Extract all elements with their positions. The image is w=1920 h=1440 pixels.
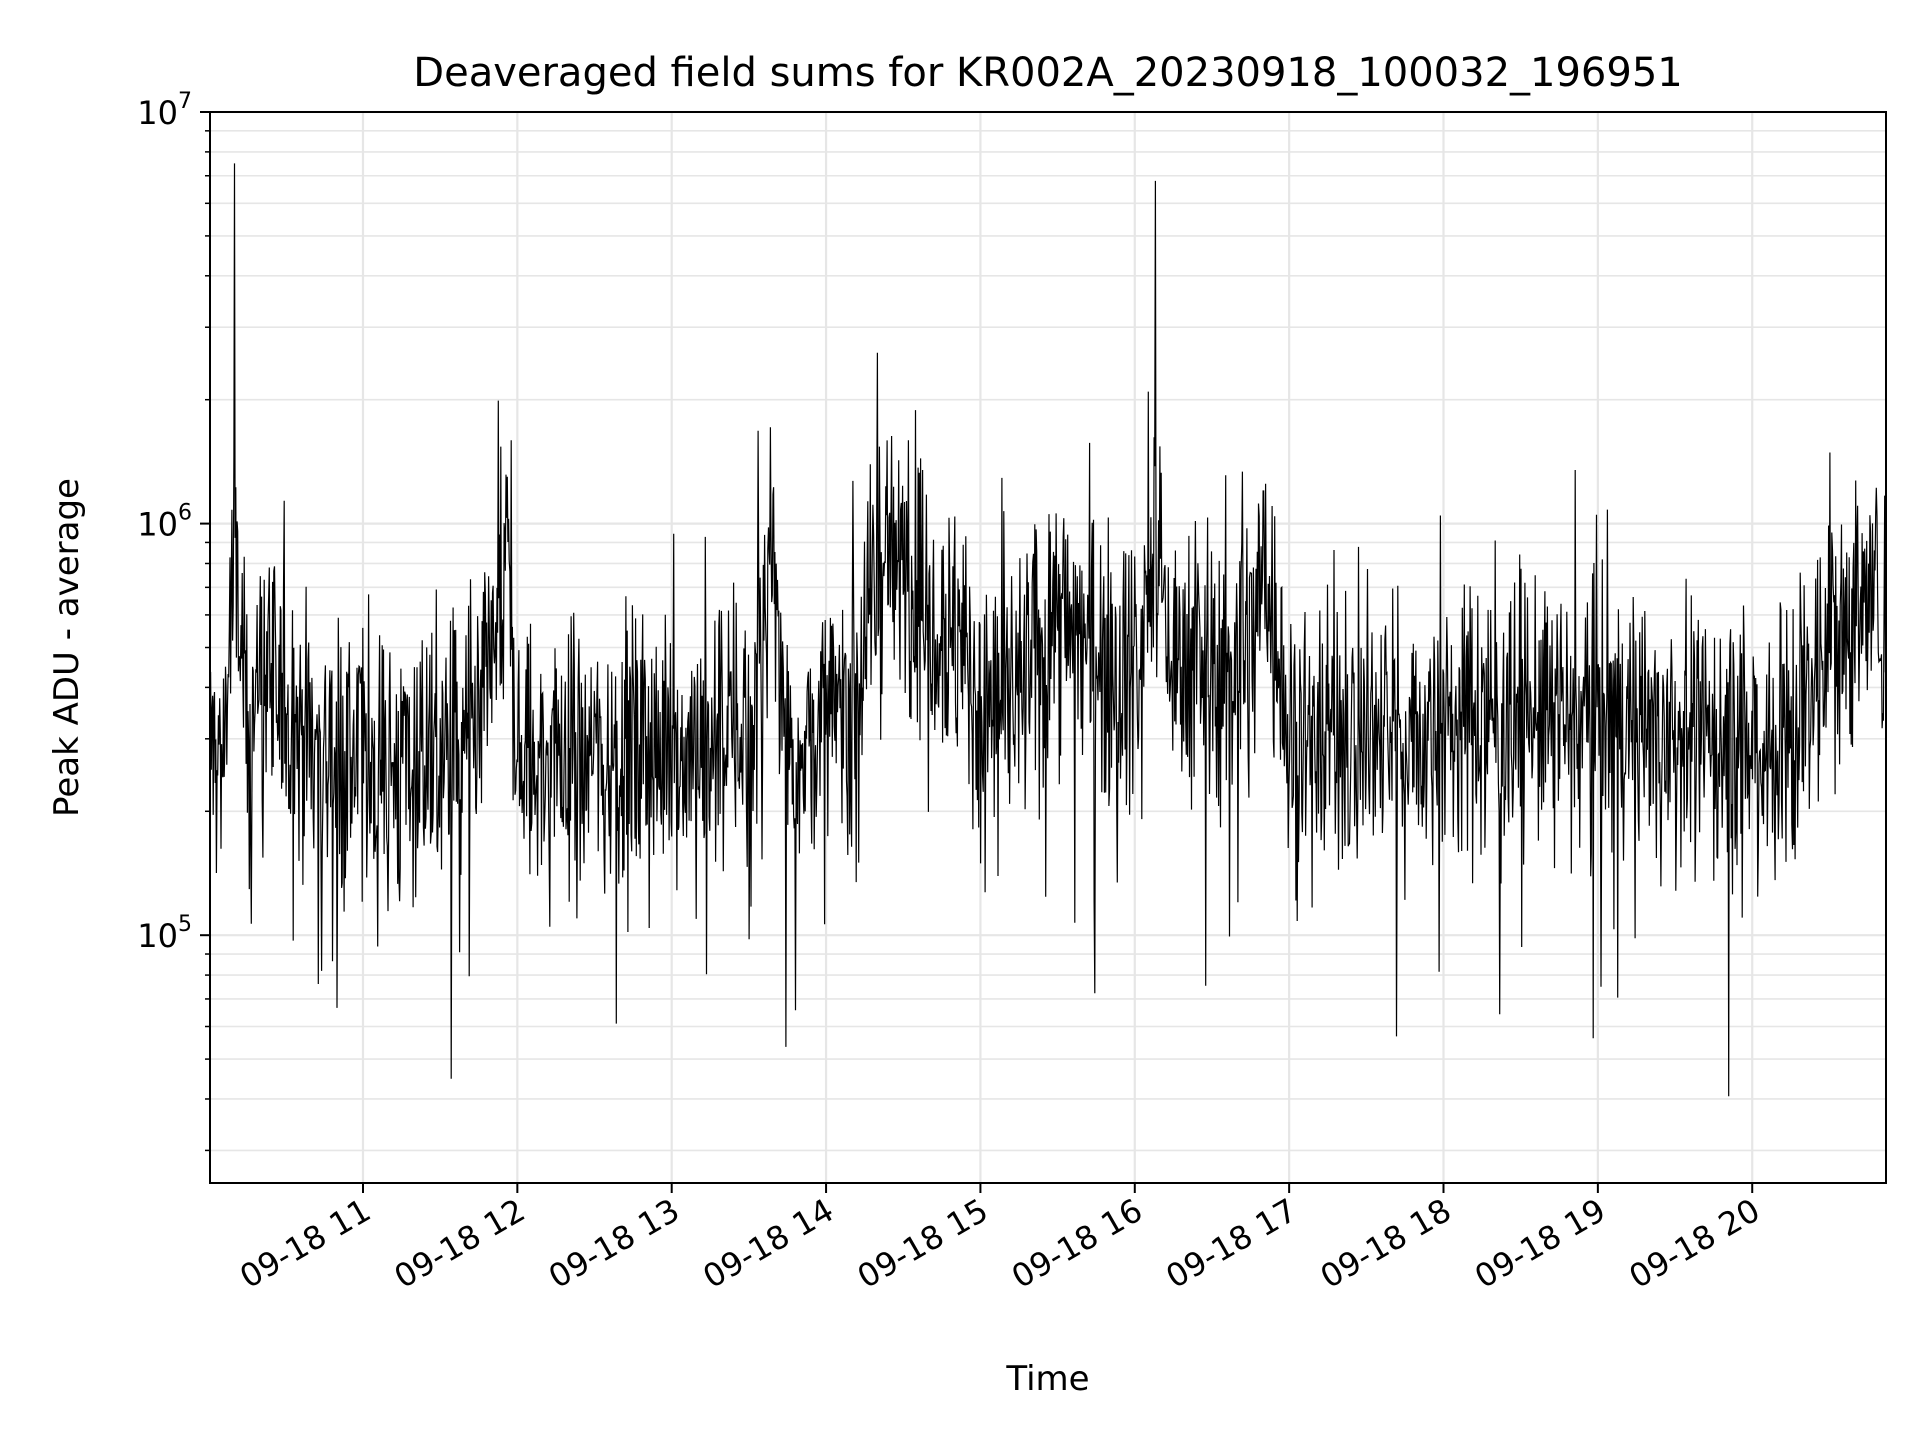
series-line [209, 163, 1887, 1097]
y-tick-label: 105 [137, 912, 192, 955]
x-axis-label: Time [1005, 1359, 1089, 1399]
y-axis-label: Peak ADU - average [47, 478, 87, 817]
series-trace [209, 163, 1887, 1097]
y-tick-label: 107 [137, 89, 192, 132]
chart-title: Deaveraged field sums for KR002A_2023091… [413, 50, 1682, 96]
y-tick-label: 106 [137, 501, 192, 544]
y-axis: 105 106 107 [137, 89, 210, 1152]
